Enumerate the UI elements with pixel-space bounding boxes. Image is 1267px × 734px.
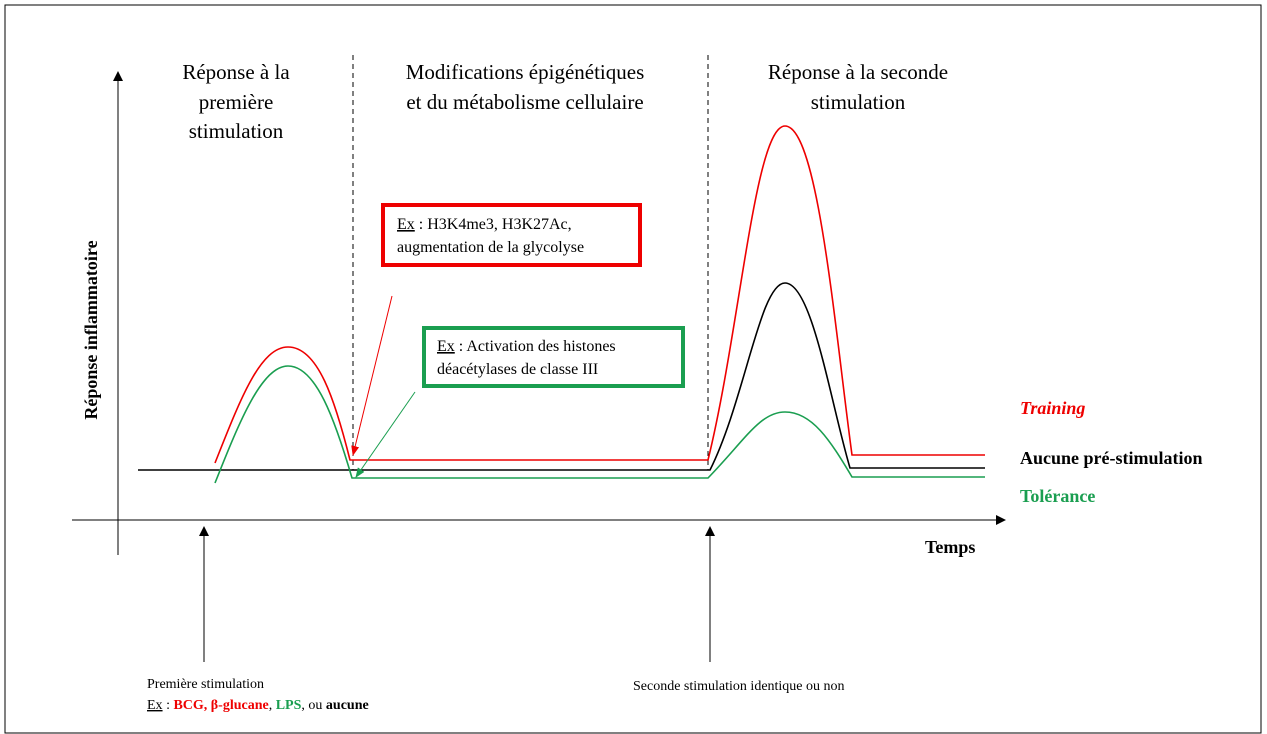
box-text: Ex : Activation des histones déacétylases… (437, 338, 616, 378)
legend-training: Training (1020, 398, 1085, 418)
tolerance-curve (214, 365, 985, 484)
tolerance-box (422, 326, 685, 388)
phase-title: Modifications épigénétiques et du métabol… (406, 60, 645, 114)
x-axis-label: Temps (925, 537, 975, 557)
legend-tolerance: Tolérance (1020, 486, 1095, 506)
first-stimulation-title: Première stimulation (147, 677, 264, 692)
legend-none: Aucune pré-stimulation (1020, 448, 1203, 468)
no-prestimulation-curve (138, 282, 985, 471)
training-curve (214, 125, 985, 464)
training-box (381, 203, 642, 267)
phase-title: Réponse à la première stimulation (182, 60, 290, 143)
pointer-arrow (355, 391, 416, 478)
frame (4, 4, 1262, 734)
phase-title: Réponse à la seconde stimulation (768, 60, 948, 114)
second-stimulation-label: Seconde stimulation identique ou non (633, 679, 845, 694)
pointer-arrow (351, 295, 393, 456)
box-text: Ex : H3K4me3, H3K27Ac, augmentation de la… (397, 216, 584, 256)
y-axis-label: Réponse inflammatoire (81, 240, 101, 419)
first-stimulation-examples: Ex : BCG, β-glucane, LPS, ou aucune (147, 698, 369, 713)
